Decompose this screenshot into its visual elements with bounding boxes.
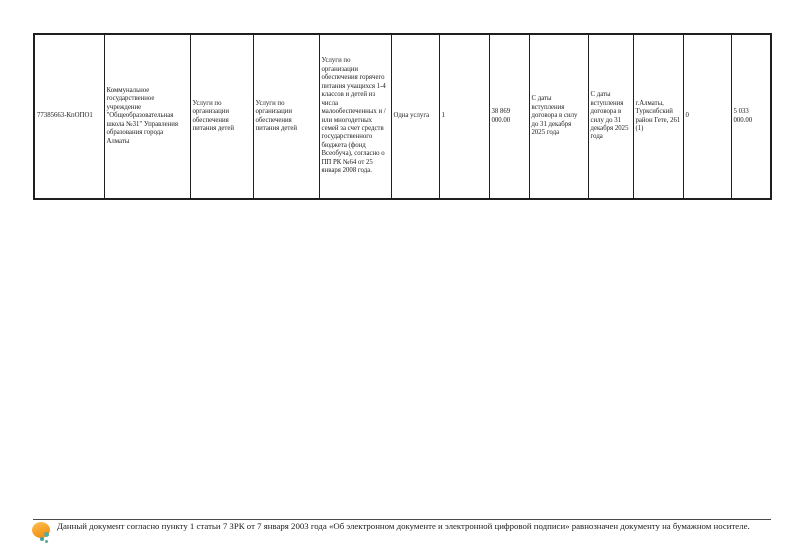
stamp-dot: [45, 540, 48, 543]
table-cell-lot-number: 77385663-КпОПО1: [33, 33, 105, 200]
table-cell-item-name: Услуги по организации обеспечения питани…: [189, 33, 254, 200]
table-cell-quantity: 1: [438, 33, 490, 200]
table-cell-item-name-secondary: Услуги по организации обеспечения питани…: [252, 33, 320, 200]
table-cell-payment-term: С даты вступления договора в силу до 31 …: [587, 33, 634, 200]
table-row: 77385663-КпОПО1 Коммунальное государстве…: [33, 33, 772, 200]
esignature-stamp-icon: [30, 520, 56, 547]
table-cell-unit-of-measure: Одна услуга: [390, 33, 440, 200]
footer-divider-line: [33, 519, 771, 520]
table-cell-secured-amount: 5 033 000.00: [730, 33, 772, 200]
legal-note-text: Данный документ согласно пункту 1 статьи…: [57, 521, 750, 531]
table-cell-total-amount: 38 869 000.00: [488, 33, 530, 200]
stamp-dot: [44, 532, 49, 537]
table-cell-delivery-address: г.Алматы, Турксибский район Гете, 261 (1…: [632, 33, 684, 200]
table-cell-advance-percent: 0: [682, 33, 732, 200]
procurement-lot-table: 77385663-КпОПО1 Коммунальное государстве…: [33, 33, 772, 200]
table-cell-customer-name: Коммунальное государственное учреждение …: [103, 33, 191, 200]
stamp-dot: [40, 537, 44, 541]
table-cell-item-description: Услуги по организации обеспечения горяче…: [318, 33, 392, 200]
table-cell-delivery-term: С даты вступления договора в силу до 31 …: [528, 33, 589, 200]
